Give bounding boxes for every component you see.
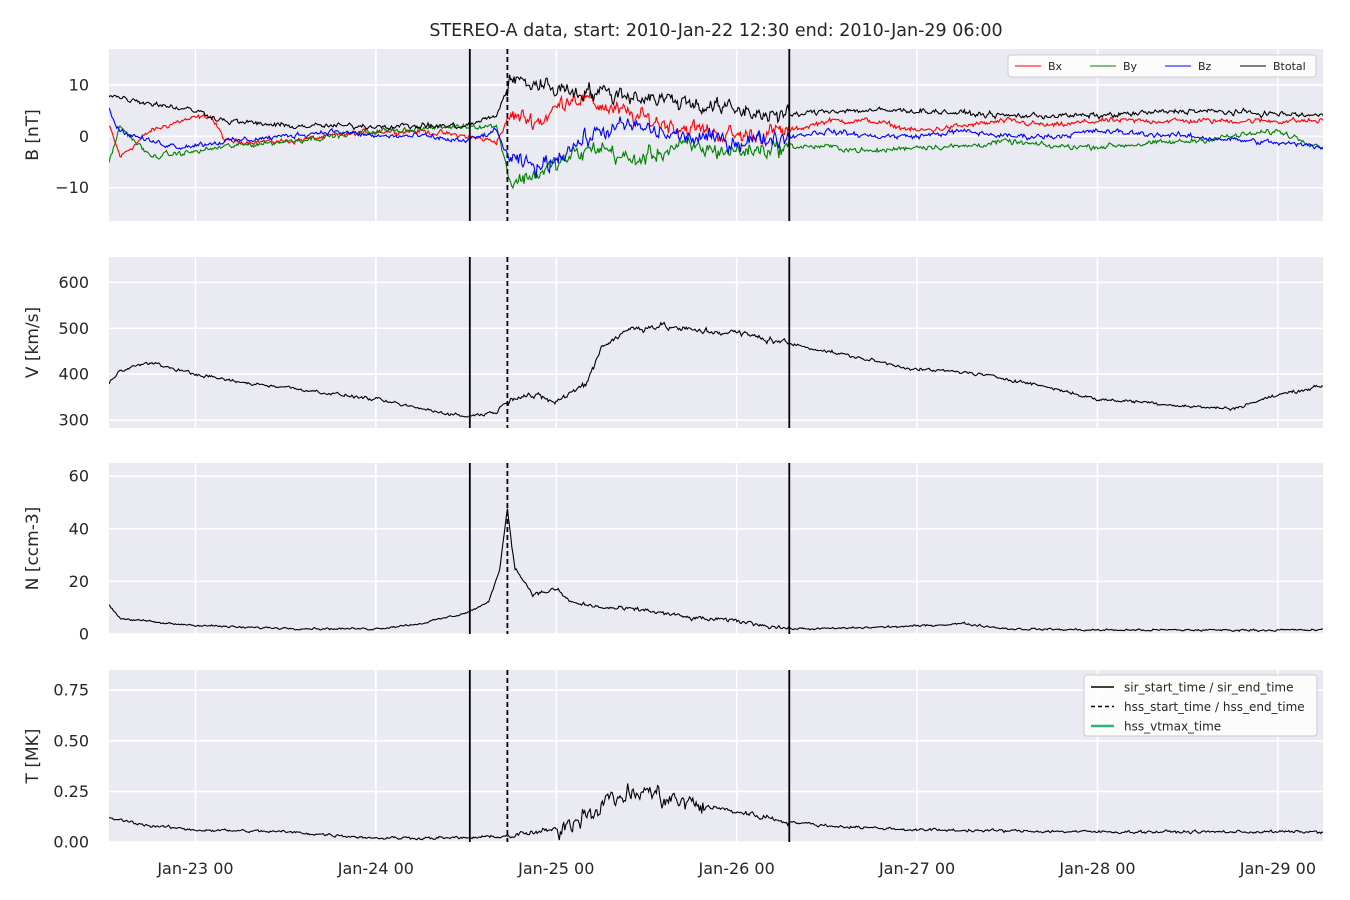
y-tick-label: 500 bbox=[58, 319, 89, 338]
y-tick-label: 400 bbox=[58, 365, 89, 384]
y-tick-label: 0.75 bbox=[53, 681, 89, 700]
y-tick-label: 0 bbox=[79, 625, 89, 644]
series-bx-line bbox=[109, 90, 1323, 158]
y-axis-label: T [MK] bbox=[23, 729, 43, 785]
plot-area bbox=[109, 49, 1323, 221]
y-tick-label: 0 bbox=[79, 127, 89, 146]
y-axis-label: V [km/s] bbox=[23, 307, 43, 378]
panel-b: −10 0 10 B [nT] Bx By Bz Btotal bbox=[23, 49, 1323, 221]
x-tick-label: Jan-23 00 bbox=[156, 859, 233, 878]
legend-label: hss_start_time / hss_end_time bbox=[1124, 700, 1305, 714]
legend-label: By bbox=[1123, 60, 1138, 73]
panel-n: 0 20 40 60 N [ccm-3] bbox=[23, 463, 1323, 644]
series-t-line bbox=[109, 783, 1323, 841]
plot-area bbox=[109, 463, 1323, 634]
y-tick-label: 300 bbox=[58, 411, 89, 430]
plot-area bbox=[109, 257, 1323, 428]
x-tick-label: Jan-25 00 bbox=[517, 859, 594, 878]
x-tick-label: Jan-28 00 bbox=[1058, 859, 1135, 878]
y-tick-label: 0.25 bbox=[53, 782, 89, 801]
y-tick-label: 0.00 bbox=[53, 833, 89, 852]
series-btotal-line bbox=[109, 74, 1323, 131]
y-tick-label: 60 bbox=[69, 467, 89, 486]
legend-box bbox=[1007, 54, 1317, 78]
y-tick-label: 0.50 bbox=[53, 731, 89, 750]
y-tick-label: −10 bbox=[55, 178, 89, 197]
x-tick-label: Jan-24 00 bbox=[337, 859, 414, 878]
series-bz-line bbox=[109, 107, 1323, 178]
series-by-line bbox=[109, 122, 1323, 190]
legend-label: Btotal bbox=[1273, 60, 1306, 73]
x-tick-label: Jan-29 00 bbox=[1239, 859, 1316, 878]
legend-label: Bx bbox=[1048, 60, 1063, 73]
y-tick-label: 10 bbox=[69, 75, 89, 94]
legend-label: hss_vtmax_time bbox=[1124, 720, 1221, 734]
event-legend: sir_start_time / sir_end_time hss_start_t… bbox=[1083, 674, 1318, 737]
panel-v: 300 400 500 600 V [km/s] bbox=[23, 257, 1323, 430]
y-axis-label: N [ccm-3] bbox=[23, 507, 43, 591]
y-tick-label: 20 bbox=[69, 572, 89, 591]
panel-t: 0.00 0.25 0.50 0.75 T [MK] Jan-23 00 Jan-24 00… bbox=[23, 670, 1323, 878]
series-n-line bbox=[109, 508, 1323, 633]
y-tick-label: 600 bbox=[58, 273, 89, 292]
series-v-line bbox=[109, 321, 1323, 418]
x-tick-label: Jan-26 00 bbox=[698, 859, 775, 878]
legend-label: Bz bbox=[1198, 60, 1212, 73]
legend-label: sir_start_time / sir_end_time bbox=[1124, 681, 1294, 695]
chart-title: STEREO-A data, start: 2010-Jan-22 12:30 … bbox=[429, 21, 1002, 41]
y-axis-label: B [nT] bbox=[23, 109, 43, 161]
legend-box bbox=[1083, 674, 1318, 737]
b-legend: Bx By Bz Btotal bbox=[1007, 54, 1317, 78]
x-tick-label: Jan-27 00 bbox=[878, 859, 955, 878]
y-tick-label: 40 bbox=[69, 519, 89, 538]
